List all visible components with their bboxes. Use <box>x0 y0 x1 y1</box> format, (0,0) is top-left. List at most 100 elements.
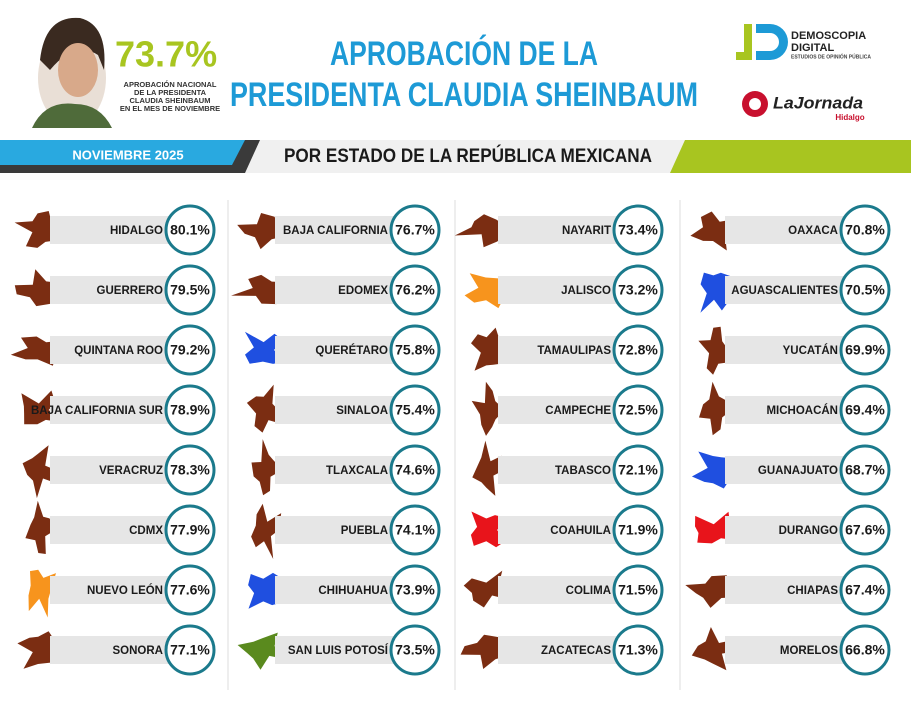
state-shape <box>460 634 518 669</box>
state-name: GUANAJUATO <box>758 465 838 477</box>
state-shape <box>463 570 517 608</box>
approval-circle <box>389 204 441 256</box>
partner-name: LaJornada <box>773 93 863 112</box>
state-shape <box>22 445 56 499</box>
logo-name: DEMOSCOPIA <box>791 30 866 42</box>
approval-circle <box>389 324 441 376</box>
state-name: SAN LUIS POTOSÍ <box>288 644 389 657</box>
approval-value: 75.8% <box>395 342 435 358</box>
approval-value: 71.3% <box>618 642 658 658</box>
approval-circle <box>389 444 441 496</box>
approval-circle <box>389 624 441 676</box>
state-name: TLAXCALA <box>326 465 388 477</box>
state-name: CAMPECHE <box>545 405 611 417</box>
approval-circle <box>839 324 891 376</box>
state-grid: HIDALGO 80.1% GUERRERO 79.5% QUINTANA ROO 79.… <box>10 200 891 690</box>
state-shape <box>472 440 505 496</box>
state-name: SONORA <box>113 645 163 657</box>
state-name: HIDALGO <box>110 225 163 237</box>
state-name: COLIMA <box>566 585 611 597</box>
approval-circle <box>164 564 216 616</box>
state-shape <box>698 326 729 375</box>
state-shape <box>14 269 73 307</box>
approval-value: 74.1% <box>395 522 435 538</box>
state-name: SINALOA <box>336 405 388 417</box>
state-shape <box>251 503 282 559</box>
state-shape <box>231 274 288 305</box>
approval-circle <box>612 444 664 496</box>
approval-value: 73.5% <box>395 642 435 658</box>
approval-circle <box>389 264 441 316</box>
approval-circle <box>839 264 891 316</box>
approval-circle <box>612 384 664 436</box>
approval-circle <box>164 624 216 676</box>
approval-value: 72.8% <box>618 342 658 358</box>
state-name: MICHOACÁN <box>766 404 838 417</box>
approval-value: 73.9% <box>395 582 435 598</box>
state-shape <box>691 451 734 489</box>
approval-circle <box>839 504 891 556</box>
approval-value: 76.2% <box>395 282 435 298</box>
approval-circle <box>612 624 664 676</box>
approval-circle <box>389 384 441 436</box>
state-shape <box>471 327 504 371</box>
approval-value: 72.5% <box>618 402 658 418</box>
state-shape <box>700 272 731 313</box>
approval-circle <box>612 564 664 616</box>
approval-value: 79.5% <box>170 282 210 298</box>
approval-circle <box>612 504 664 556</box>
logo-name: DIGITAL <box>791 42 834 54</box>
portrait <box>32 17 112 128</box>
approval-circle <box>612 324 664 376</box>
approval-value: 74.6% <box>395 462 435 478</box>
banner-date: NOVIEMBRE 2025 <box>72 147 183 162</box>
approval-value: 67.6% <box>845 522 885 538</box>
approval-value: 70.8% <box>845 222 885 238</box>
state-shape <box>251 439 283 496</box>
state-shape <box>691 627 743 671</box>
approval-value: 76.7% <box>395 222 435 238</box>
approval-value: 69.9% <box>845 342 885 358</box>
approval-value: 67.4% <box>845 582 885 598</box>
approval-circle <box>389 564 441 616</box>
state-name: YUCATÁN <box>783 344 838 357</box>
state-name: PUEBLA <box>341 525 388 537</box>
state-shape <box>237 632 290 670</box>
national-caption: EN EL MES DE NOVIEMBRE <box>120 104 220 113</box>
approval-circle <box>612 264 664 316</box>
state-name: DURANGO <box>779 525 838 537</box>
banner-subtitle: POR ESTADO DE LA REPÚBLICA MEXICANA <box>284 145 652 167</box>
state-name: OAXACA <box>788 225 838 237</box>
approval-circle <box>164 504 216 556</box>
approval-circle <box>839 564 891 616</box>
title: APROBACIÓN DE LA <box>330 35 598 73</box>
approval-value: 71.9% <box>618 522 658 538</box>
approval-circle <box>389 504 441 556</box>
national-value: 73.7% <box>115 34 217 75</box>
approval-value: 75.4% <box>395 402 435 418</box>
state-name: QUERÉTARO <box>315 344 388 357</box>
approval-value: 79.2% <box>170 342 210 358</box>
approval-value: 77.6% <box>170 582 210 598</box>
approval-value: 70.5% <box>845 282 885 298</box>
approval-value: 71.5% <box>618 582 658 598</box>
state-shape <box>28 569 56 618</box>
approval-circle <box>164 204 216 256</box>
approval-value: 80.1% <box>170 222 210 238</box>
state-name: MORELOS <box>780 645 838 657</box>
partner-sub: Hidalgo <box>835 113 864 122</box>
banner <box>0 140 911 173</box>
approval-circle <box>164 384 216 436</box>
state-shape <box>699 381 732 436</box>
approval-value: 78.9% <box>170 402 210 418</box>
approval-value: 77.9% <box>170 522 210 538</box>
state-name: CDMX <box>129 525 163 537</box>
state-shape <box>237 213 294 250</box>
state-name: AGUASCALIENTES <box>731 285 838 297</box>
state-name: GUERRERO <box>97 285 164 297</box>
approval-value: 72.1% <box>618 462 658 478</box>
approval-circle <box>612 204 664 256</box>
approval-circle <box>839 384 891 436</box>
title: PRESIDENTA CLAUDIA SHEINBAUM <box>230 76 698 114</box>
state-name: VERACRUZ <box>99 465 163 477</box>
